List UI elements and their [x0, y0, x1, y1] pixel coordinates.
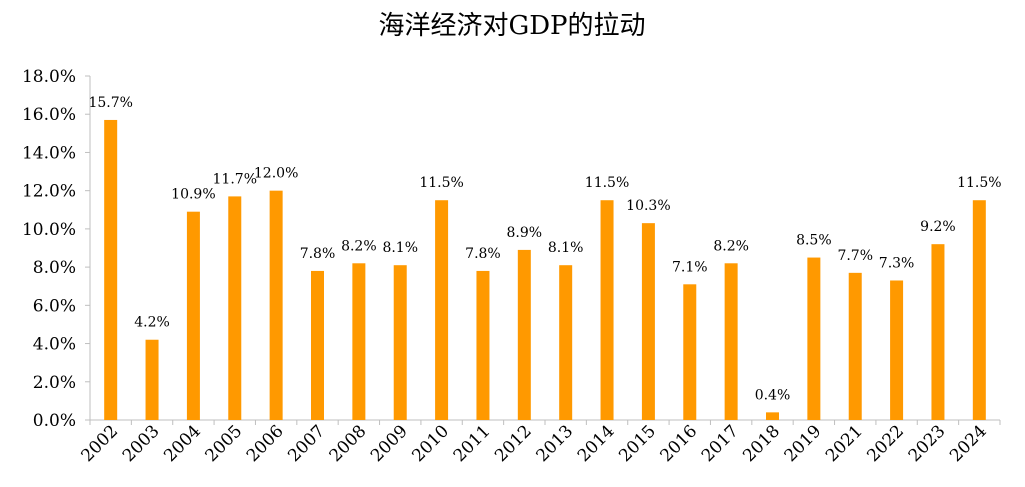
x-tick-label: 2021	[822, 421, 867, 466]
bar	[807, 257, 821, 420]
x-tick-label: 2006	[243, 421, 288, 466]
bar	[228, 196, 242, 420]
data-label: 8.2%	[713, 238, 749, 254]
bar	[311, 270, 324, 420]
x-tick-label: 2002	[77, 421, 122, 466]
data-label: 7.1%	[672, 259, 708, 275]
data-label: 11.5%	[585, 175, 629, 191]
x-tick-label: 2009	[367, 421, 412, 466]
x-tick-label: 2007	[284, 421, 329, 466]
bar	[352, 263, 366, 420]
data-label: 15.7%	[88, 95, 132, 111]
y-tick-label: 0.0%	[33, 411, 76, 431]
bar	[393, 265, 407, 420]
data-label: 7.8%	[465, 246, 501, 262]
data-label: 4.2%	[134, 315, 170, 331]
x-tick-label: 2010	[408, 421, 453, 466]
bar	[766, 412, 779, 420]
x-tick-label: 2016	[657, 421, 702, 466]
y-axis: 0.0% 2.0% 4.0% 6.0% 8.0% 10.0% 12.0% 14.0% 16.0%…	[22, 67, 91, 431]
x-tick-label: 2013	[532, 421, 577, 466]
data-label: 10.3%	[626, 198, 670, 214]
data-label: 10.9%	[171, 187, 215, 203]
bar	[641, 223, 655, 420]
x-tick-label: 2014	[574, 421, 619, 466]
y-tick-label: 14.0%	[22, 143, 76, 163]
x-tick-label: 2004	[160, 421, 205, 466]
data-label: 12.0%	[254, 166, 298, 182]
y-tick-label: 12.0%	[22, 182, 76, 202]
bar	[476, 270, 490, 420]
data-label: 0.4%	[755, 387, 791, 403]
bar	[104, 119, 118, 420]
bar	[269, 190, 283, 420]
bars	[104, 119, 986, 420]
x-axis: 2002200320042005200620072008200920102011…	[77, 419, 1001, 466]
data-label: 7.3%	[879, 255, 915, 271]
y-tick-label: 10.0%	[22, 220, 76, 240]
data-labels: 15.7% 4.2% 10.9%11.7%12.0% 7.8% 8.2% 8.1% 11.5…	[88, 95, 1001, 403]
data-label: 8.1%	[548, 240, 584, 256]
bar	[683, 284, 697, 420]
bar	[724, 263, 738, 420]
y-tick-label: 4.0%	[33, 335, 76, 355]
x-tick-label: 2023	[905, 421, 950, 466]
bar	[517, 249, 531, 420]
data-label: 8.1%	[382, 240, 418, 256]
y-tick-label: 18.0%	[22, 67, 76, 87]
y-tick-label: 8.0%	[33, 258, 76, 278]
chart-title: 海洋经济对GDP的拉动	[378, 11, 645, 41]
x-tick-label: 2017	[698, 421, 743, 466]
data-label: 11.7%	[213, 171, 257, 187]
x-tick-label: 2008	[326, 421, 371, 466]
x-tick-label: 2005	[202, 421, 247, 466]
x-tick-label: 2019	[781, 421, 826, 466]
bar	[972, 200, 986, 420]
y-tick-label: 2.0%	[33, 373, 76, 393]
bar	[890, 280, 904, 420]
bar	[600, 200, 614, 420]
bar	[145, 339, 159, 420]
data-label: 9.2%	[920, 219, 956, 235]
x-tick-label: 2024	[946, 421, 991, 466]
data-label: 7.8%	[300, 246, 336, 262]
bar	[186, 211, 200, 420]
data-label: 7.7%	[837, 248, 873, 264]
data-label: 8.5%	[796, 233, 832, 249]
y-tick-label: 16.0%	[22, 105, 76, 125]
bar	[435, 200, 449, 420]
data-label: 11.5%	[419, 175, 463, 191]
bar	[931, 244, 945, 420]
bar	[559, 265, 573, 420]
data-label: 11.5%	[957, 175, 1001, 191]
x-tick-label: 2015	[615, 421, 660, 466]
y-tick-label: 6.0%	[33, 296, 76, 316]
x-tick-label: 2012	[491, 421, 536, 466]
x-tick-label: 2003	[119, 421, 164, 466]
x-tick-label: 2011	[450, 421, 495, 466]
x-tick-label: 2022	[863, 421, 908, 466]
bar	[848, 272, 862, 420]
data-label: 8.9%	[507, 225, 543, 241]
x-tick-label: 2018	[739, 421, 784, 466]
data-label: 8.2%	[341, 238, 377, 254]
